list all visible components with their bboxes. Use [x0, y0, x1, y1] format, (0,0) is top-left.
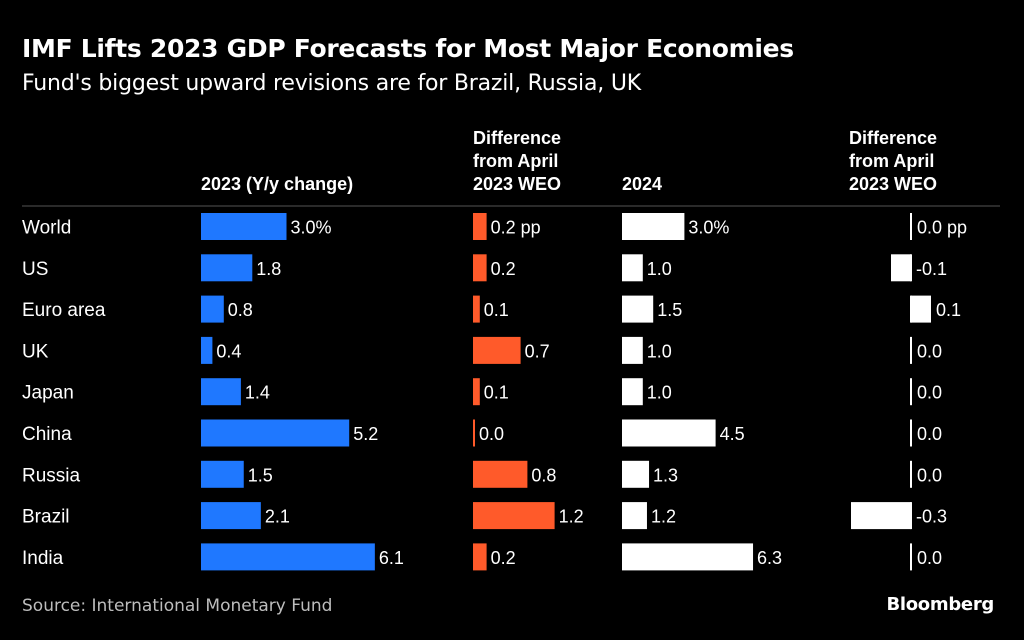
value-label-col3-china: 4.5: [720, 424, 745, 444]
value-label-col2-us: 0.2: [491, 259, 516, 279]
bar-col2-india: [473, 543, 487, 571]
bar-col2-world: [473, 213, 487, 240]
bar-col3-india: [622, 543, 754, 571]
value-label-col4-uk: 0.0: [917, 341, 942, 361]
value-label-col4-japan: 0.0: [917, 383, 942, 403]
column-header-2-line-1: Difference: [473, 128, 561, 148]
value-label-col1-world: 3.0%: [291, 218, 332, 238]
bar-col3-euro-area: [622, 295, 654, 323]
bar-col2-euro-area: [473, 295, 480, 323]
value-label-col1-euro-area: 0.8: [228, 300, 253, 320]
value-label-col3-japan: 1.0: [647, 383, 672, 403]
value-label-col1-uk: 0.4: [216, 341, 241, 361]
row-label-china: China: [22, 424, 72, 445]
value-label-col2-brazil: 1.2: [559, 507, 584, 527]
bar-col4-us: [891, 254, 911, 282]
value-label-col3-uk: 1.0: [647, 341, 672, 361]
bar-col1-brazil: [201, 502, 261, 530]
bar-col3-brazil: [622, 502, 647, 530]
bar-col1-russia: [201, 460, 244, 488]
value-label-col3-russia: 1.3: [653, 465, 678, 485]
column-header-4-line-3: 2023 WEO: [849, 174, 937, 194]
value-label-col3-euro-area: 1.5: [657, 300, 682, 320]
value-label-col2-uk: 0.7: [525, 341, 550, 361]
value-label-col1-japan: 1.4: [245, 383, 270, 403]
value-label-col1-russia: 1.5: [248, 465, 273, 485]
value-label-col3-world: 3.0%: [688, 218, 729, 238]
row-label-russia: Russia: [22, 465, 81, 486]
value-label-col3-india: 6.3: [757, 548, 782, 568]
row-label-india: India: [22, 548, 64, 569]
column-header-2-line-2: from April: [473, 151, 558, 171]
value-label-col2-china: 0.0: [479, 424, 504, 444]
column-header-2-line-3: 2023 WEO: [473, 174, 561, 194]
row-label-us: US: [22, 259, 48, 280]
bar-col1-us: [201, 254, 253, 282]
value-label-col4-world: 0.0 pp: [917, 218, 967, 238]
bar-col3-japan: [622, 378, 643, 406]
bar-col1-euro-area: [201, 295, 224, 323]
chart-title: IMF Lifts 2023 GDP Forecasts for Most Ma…: [22, 34, 794, 63]
bloomberg-logo: Bloomberg: [886, 594, 994, 615]
row-label-brazil: Brazil: [22, 507, 70, 528]
value-label-col2-russia: 0.8: [531, 465, 556, 485]
chart-subtitle: Fund's biggest upward revisions are for …: [22, 71, 641, 96]
value-label-col1-china: 5.2: [353, 424, 378, 444]
row-label-world: World: [22, 218, 71, 239]
bar-col1-japan: [201, 378, 241, 406]
column-header-4-line-2: from April: [849, 151, 934, 171]
bar-col1-world: [201, 213, 287, 240]
bar-col1-uk: [201, 336, 213, 364]
bar-col1-china: [201, 419, 350, 447]
bar-col2-russia: [473, 460, 528, 488]
value-label-col4-china: 0.0: [917, 424, 942, 444]
value-label-col4-us: -0.1: [916, 259, 947, 279]
bar-col4-euro-area: [911, 295, 931, 323]
value-label-col2-india: 0.2: [491, 548, 516, 568]
bar-col2-china: [473, 419, 475, 447]
value-label-col2-world: 0.2 pp: [491, 218, 541, 238]
bar-col2-japan: [473, 378, 480, 406]
bar-col3-us: [622, 254, 643, 282]
bar-col4-brazil: [851, 502, 911, 530]
row-label-uk: UK: [22, 341, 49, 362]
column-header-4-line-1: Difference: [849, 128, 937, 148]
source-note: Source: International Monetary Fund: [22, 596, 333, 616]
bar-col1-india: [201, 543, 375, 571]
value-label-col4-india: 0.0: [917, 548, 942, 568]
value-label-col3-us: 1.0: [647, 259, 672, 279]
bar-col2-uk: [473, 336, 521, 364]
value-label-col1-us: 1.8: [256, 259, 281, 279]
bar-col3-russia: [622, 460, 650, 488]
value-label-col4-russia: 0.0: [917, 465, 942, 485]
value-label-col1-india: 6.1: [379, 548, 404, 568]
bar-col2-us: [473, 254, 487, 282]
value-label-col2-japan: 0.1: [484, 383, 509, 403]
value-label-col4-brazil: -0.3: [916, 507, 947, 527]
row-label-euro-area: Euro area: [22, 300, 106, 321]
row-label-japan: Japan: [22, 383, 74, 404]
bar-col3-china: [622, 419, 716, 447]
column-header-3-line-1: 2024: [622, 174, 662, 194]
bar-col2-brazil: [473, 502, 555, 530]
value-label-col2-euro-area: 0.1: [484, 300, 509, 320]
value-label-col3-brazil: 1.2: [651, 507, 676, 527]
bar-col3-uk: [622, 336, 643, 364]
value-label-col4-euro-area: 0.1: [936, 300, 961, 320]
value-label-col1-brazil: 2.1: [265, 507, 290, 527]
column-header-1-line-1: 2023 (Y/y change): [201, 174, 353, 194]
bar-col3-world: [622, 213, 685, 240]
